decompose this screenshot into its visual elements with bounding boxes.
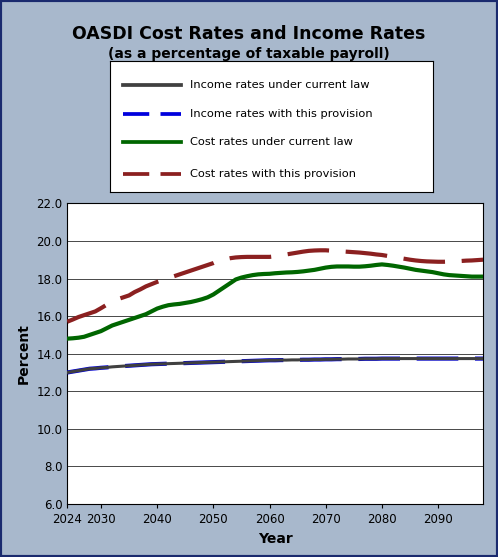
Text: (as a percentage of taxable payroll): (as a percentage of taxable payroll) <box>108 47 390 61</box>
Text: OASDI Cost Rates and Income Rates: OASDI Cost Rates and Income Rates <box>72 25 426 43</box>
Text: Cost rates under current law: Cost rates under current law <box>190 138 354 148</box>
Text: Cost rates with this provision: Cost rates with this provision <box>190 169 357 179</box>
X-axis label: Year: Year <box>258 532 292 546</box>
Text: Income rates with this provision: Income rates with this provision <box>190 109 373 119</box>
Text: Income rates under current law: Income rates under current law <box>190 80 370 90</box>
Y-axis label: Percent: Percent <box>17 323 31 384</box>
